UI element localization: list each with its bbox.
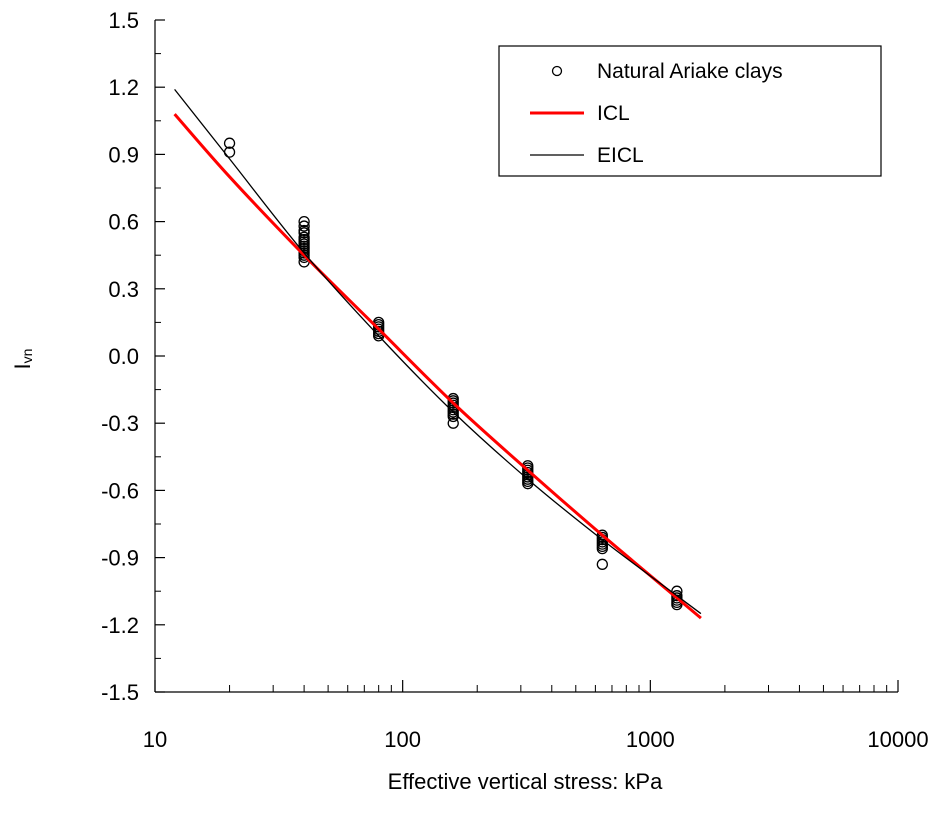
- legend: Natural Ariake clays ICL EICL: [498, 45, 882, 177]
- series-line: [173, 113, 702, 620]
- data-point: [298, 227, 310, 239]
- axes: 1.51.20.90.60.30.0-0.3-0.6-0.9-1.2-1.510…: [101, 8, 929, 752]
- y-tick-label: -0.3: [101, 411, 139, 436]
- y-tick-label: 0.3: [108, 277, 139, 302]
- series-eicl: [174, 88, 702, 615]
- y-axis-title-sub: vn: [19, 349, 35, 364]
- y-tick-label: 1.5: [108, 8, 139, 33]
- legend-marker: [551, 65, 563, 77]
- y-axis-title-main: I: [10, 363, 35, 369]
- series-natural-ariake-clays: [223, 137, 683, 611]
- data-point: [298, 220, 310, 232]
- series-icl: [173, 113, 702, 620]
- y-axis-title: Ivn: [10, 349, 35, 370]
- data-point: [447, 417, 459, 429]
- data-point: [596, 542, 608, 555]
- y-tick-label: 1.2: [108, 75, 139, 100]
- legend-box: [498, 45, 882, 177]
- y-tick-label: -0.6: [101, 478, 139, 503]
- legend-label: EICL: [597, 144, 644, 167]
- y-tick-label: 0.9: [108, 142, 139, 167]
- y-tick-label: 0.0: [108, 344, 139, 369]
- y-tick-label: -1.2: [101, 613, 139, 638]
- y-tick-label: 0.6: [108, 210, 139, 235]
- series-line: [174, 88, 702, 615]
- x-axis-title: Effective vertical stress: kPa: [388, 769, 663, 794]
- x-tick-label: 1000: [626, 727, 675, 752]
- y-tick-label: -1.5: [101, 680, 139, 705]
- legend-label: ICL: [597, 102, 630, 125]
- legend-label: Natural Ariake clays: [597, 60, 783, 83]
- x-tick-label: 10000: [867, 727, 928, 752]
- y-tick-label: -0.9: [101, 546, 139, 571]
- data-point: [223, 137, 236, 149]
- series-layer: [173, 88, 702, 620]
- data-point: [298, 215, 310, 228]
- x-tick-label: 10: [143, 727, 167, 752]
- x-tick-label: 100: [384, 727, 421, 752]
- data-point: [596, 558, 608, 570]
